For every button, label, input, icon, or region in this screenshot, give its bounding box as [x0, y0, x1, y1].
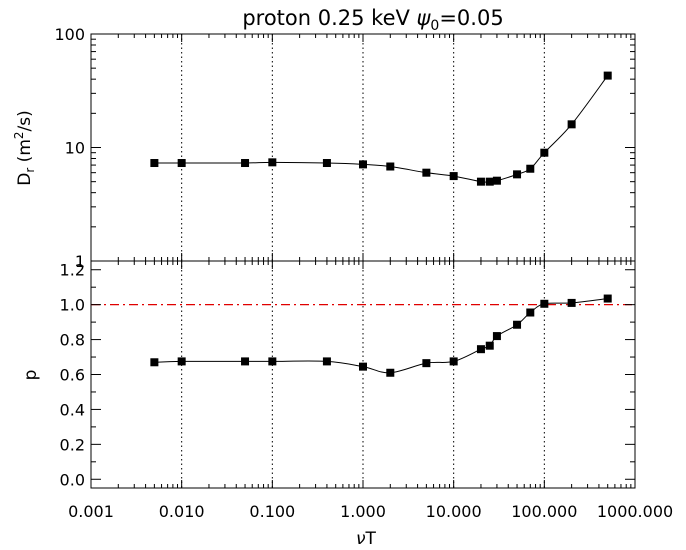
data-point: [322, 159, 331, 168]
y-tick-label: 100: [54, 25, 85, 44]
top-series-markers: [150, 71, 612, 186]
y-tick-label: 10: [65, 139, 85, 158]
data-point: [603, 294, 612, 303]
top-panel: 1 10 100 Dr (m2/s): [12, 25, 636, 271]
data-point: [268, 158, 277, 167]
top-y-axis-label: Dr (m2/s): [12, 110, 37, 186]
data-point: [422, 168, 431, 177]
y-tick-label: 1: [75, 252, 85, 271]
data-point: [422, 359, 431, 368]
data-point: [177, 159, 186, 168]
data-point: [177, 357, 186, 366]
bottom-y-axis-label: p: [21, 370, 41, 381]
data-point: [449, 172, 458, 181]
data-point: [513, 170, 522, 179]
data-point: [476, 345, 485, 354]
data-point: [150, 159, 159, 168]
data-point: [485, 177, 494, 186]
y-tick-label: 0.6: [60, 366, 85, 385]
bottom-vertical-grid: [181, 261, 545, 488]
data-point: [540, 299, 549, 308]
x-tick-label: 1000.000: [597, 502, 673, 521]
x-tick-label: 0.100: [249, 502, 295, 521]
data-point: [492, 176, 501, 185]
data-point: [567, 120, 576, 129]
top-ticks: [90, 33, 636, 262]
y-tick-label: 0.2: [60, 435, 85, 454]
x-tick-label: 100.000: [511, 502, 577, 521]
top-vertical-grid: [181, 34, 545, 261]
bottom-ticks: [90, 261, 636, 488]
data-point: [449, 357, 458, 366]
bottom-panel: 0.0 0.2 0.4 0.6 0.8 1.0 1.2 0.001 0.010 0.100 1.0…: [21, 260, 673, 549]
top-series-line: [154, 75, 609, 183]
x-tick-label: 0.001: [68, 502, 114, 521]
x-axis-label: νT: [356, 529, 377, 549]
data-point: [540, 148, 549, 157]
y-tick-label: 0.0: [60, 470, 85, 489]
data-point: [492, 332, 501, 341]
bottom-series-markers: [150, 294, 612, 377]
data-point: [359, 160, 367, 169]
y-tick-label: 1.0: [60, 296, 85, 315]
data-point: [359, 362, 367, 371]
data-point: [476, 177, 485, 186]
data-point: [485, 341, 494, 350]
bottom-y-tick-labels: 0.0 0.2 0.4 0.6 0.8 1.0 1.2: [60, 261, 85, 490]
data-point: [241, 357, 250, 366]
x-tick-label: 10.000: [426, 502, 482, 521]
y-tick-label: 1.2: [60, 261, 85, 280]
data-point: [567, 298, 576, 307]
data-point: [322, 357, 331, 366]
x-tick-label: 0.010: [159, 502, 205, 521]
bottom-series-line: [154, 298, 608, 374]
chart-title: proton 0.25 keV ψ0=0.05: [242, 6, 503, 34]
y-tick-label: 0.4: [60, 400, 85, 419]
data-point: [526, 308, 535, 317]
data-point: [268, 357, 277, 366]
data-point: [603, 71, 612, 80]
data-point: [513, 320, 522, 329]
top-y-tick-labels: 1 10 100: [54, 25, 85, 271]
y-tick-label: 0.8: [60, 331, 85, 350]
data-point: [526, 164, 535, 173]
data-point: [386, 368, 395, 377]
data-point: [386, 162, 395, 171]
data-point: [150, 358, 159, 367]
x-tick-labels: 0.001 0.010 0.100 1.000 10.000 100.000 1000.00…: [68, 502, 673, 521]
x-tick-label: 1.000: [340, 502, 386, 521]
data-point: [241, 159, 250, 168]
